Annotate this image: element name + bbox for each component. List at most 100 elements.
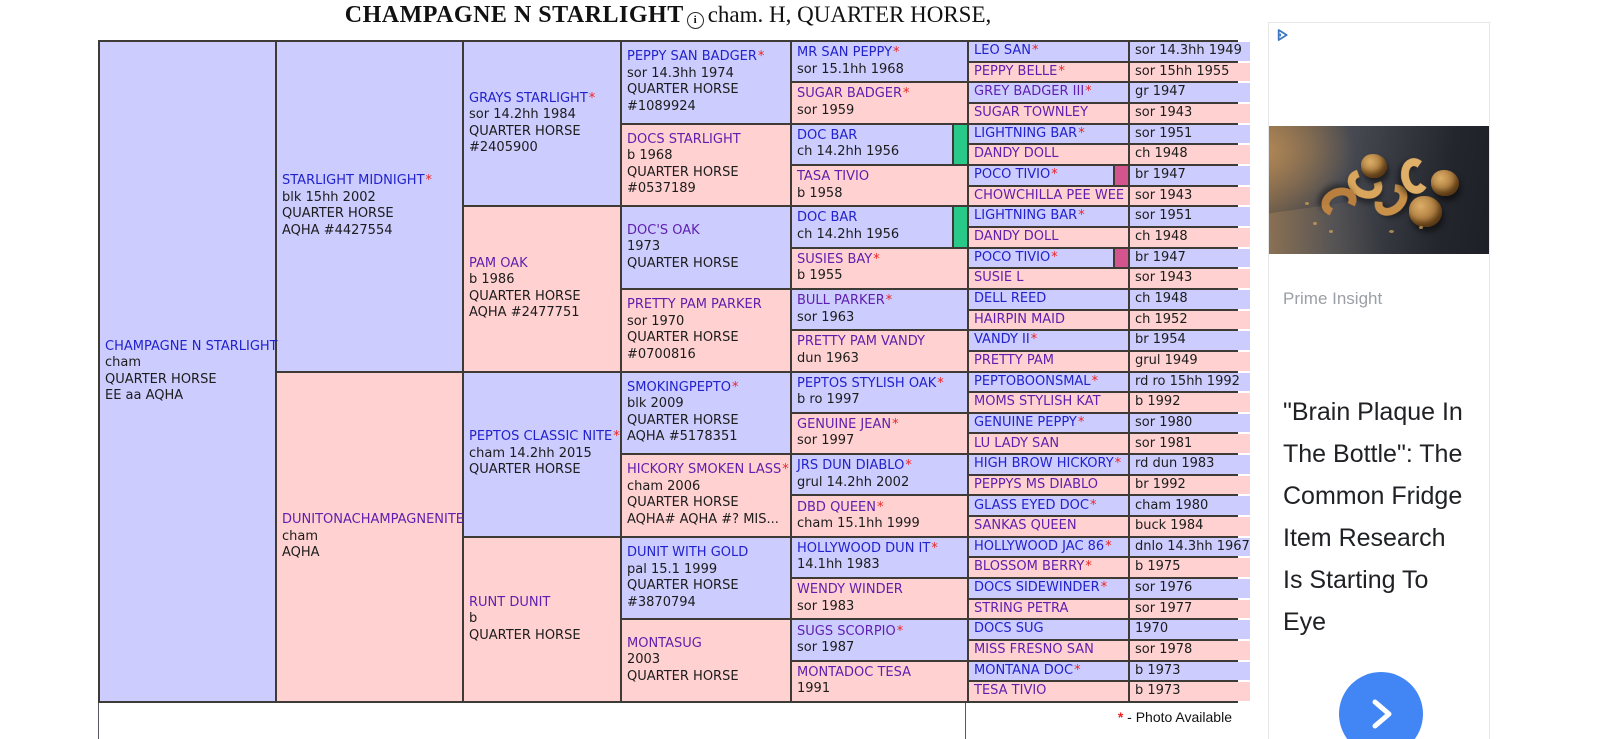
pedigree-cell-gen1: CHAMPAGNE N STARLIGHT cham QUARTER HORSE EE… (100, 42, 278, 701)
horse-name-link[interactable]: LIGHTNING BAR (974, 125, 1078, 141)
horse-name-link[interactable]: PRETTY PAM PARKER (627, 297, 762, 313)
horse-name-link[interactable]: TESA TIVIO (974, 683, 1047, 699)
horse-name-link[interactable]: MONTANA DOC (974, 662, 1074, 678)
horse-detail-line: b ro 1997 (797, 392, 860, 408)
horse-name-link[interactable]: GREY BADGER III (974, 84, 1085, 100)
horse-detail-line: QUARTER HORSE (282, 206, 394, 222)
horse-name-link[interactable]: SMOKINGPEPTO (627, 379, 731, 395)
horse-name-link[interactable]: DUNIT WITH GOLD (627, 545, 749, 561)
duplicate-ancestor-marker-green (952, 124, 967, 164)
horse-name-link[interactable]: POCO TIVIO (974, 249, 1051, 265)
horse-name-link[interactable]: SUGAR TOWNLEY (974, 105, 1089, 121)
photo-available-star: * (873, 251, 880, 267)
horse-name-link[interactable]: BULL PARKER (797, 293, 885, 309)
horse-name-link[interactable]: WENDY WINDER (797, 582, 903, 598)
horse-name-link[interactable]: BLOSSOM BERRY (974, 559, 1085, 575)
horse-name-link[interactable]: DOC BAR (797, 127, 858, 143)
pedigree-cell-gen5: SUGAR BADGER* sor 1959 (792, 83, 967, 123)
horse-name-link[interactable]: VANDY II (974, 332, 1030, 348)
horse-name-link[interactable]: MR SAN PEPPY (797, 45, 893, 61)
pedigree-cell-gen6: PRETTY PAM (969, 351, 1128, 371)
duplicate-ancestor-marker-green (952, 207, 967, 247)
horse-name-link[interactable]: PEPPY SAN BADGER (627, 49, 757, 65)
horse-title-suffix: cham. H, QUARTER HORSE, (707, 2, 992, 27)
ad-image-nuts[interactable] (1269, 126, 1489, 254)
photo-available-star: * (893, 45, 900, 61)
photo-available-star: * (1078, 125, 1085, 141)
horse-name-link[interactable]: TASA TIVIO (797, 169, 870, 185)
horse-detail-line: AQHA (282, 545, 320, 560)
horse-name-link[interactable]: GLASS EYED DOC (974, 497, 1089, 513)
horse-name-link[interactable]: RUNT DUNIT (469, 594, 551, 610)
horse-name-link[interactable]: DOCS SUG (974, 621, 1044, 637)
horse-name-link[interactable]: DOC'S OAK (627, 222, 700, 238)
pedigree-cell-gen6: PEPPY BELLE* (969, 62, 1128, 82)
horse-name-link[interactable]: CHAMPAGNE N STARLIGHT (105, 338, 278, 354)
horse-info-cell: sor 1980 (1130, 413, 1250, 433)
ad-cta-button[interactable] (1339, 672, 1423, 739)
horse-name-link[interactable]: GENUINE JEAN (797, 416, 892, 432)
horse-name-link[interactable]: DOCS STARLIGHT (627, 131, 741, 147)
horse-name-link[interactable]: MOMS STYLISH KAT (974, 394, 1101, 410)
pedigree-cell-gen4: DUNIT WITH GOLD pal 15.1 1999 QUARTER HORS… (622, 537, 790, 619)
pedigree-cell-gen5: DBD QUEEN* cham 15.1hh 1999 (792, 496, 967, 536)
horse-name-link[interactable]: DOC BAR (797, 210, 858, 226)
horse-name-link[interactable]: SANKAS QUEEN (974, 518, 1077, 534)
horse-name-link[interactable]: PEPTOS CLASSIC NITE (469, 429, 613, 445)
horse-detail-line: cham 15.1hh 1999 (797, 516, 920, 532)
horse-name-link[interactable]: JRS DUN DIABLO (797, 458, 905, 474)
horse-name-link[interactable]: SUSIE L (974, 270, 1024, 286)
horse-name-link[interactable]: DBD QUEEN (797, 499, 876, 515)
pedigree-cell-gen4: SMOKINGPEPTO* blk 2009 QUARTER HORSE AQHA #… (622, 372, 790, 454)
horse-name-link[interactable]: HIGH BROW HICKORY (974, 456, 1114, 472)
horse-name-link[interactable]: HOLLYWOOD JAC 86 (974, 538, 1105, 554)
horse-name-link[interactable]: GENUINE PEPPY (974, 414, 1077, 430)
horse-name-link[interactable]: PEPPY BELLE (974, 63, 1058, 79)
horse-detail-line: QUARTER HORSE (627, 578, 739, 594)
horse-name-link[interactable]: LU LADY SAN (974, 435, 1060, 451)
horse-name-link[interactable]: PRETTY PAM (974, 352, 1054, 368)
horse-name-link[interactable]: LEO SAN (974, 43, 1031, 59)
horse-info-text: dnlo 14.3hh 1967 (1135, 538, 1250, 554)
horse-info-cell: rd ro 15hh 1992 (1130, 372, 1250, 392)
horse-name-link[interactable]: CHOWCHILLA PEE WEE (974, 187, 1125, 203)
horse-name-link[interactable]: DELL REED (974, 290, 1047, 306)
horse-name-link[interactable]: POCO TIVIO (974, 167, 1051, 183)
pedigree-cell-gen6: MONTANA DOC* (969, 661, 1128, 681)
horse-name-link[interactable]: HICKORY SMOKEN LASS (627, 462, 782, 478)
horse-name-link[interactable]: PEPTOBOONSMAL (974, 373, 1091, 389)
horse-name-link[interactable]: PRETTY PAM VANDY (797, 334, 925, 350)
horse-detail-line: ch 14.2hh 1956 (797, 226, 900, 242)
horse-detail-line: blk 15hh 2002 (282, 189, 376, 205)
horse-name-link[interactable]: STARLIGHT MIDNIGHT (282, 173, 425, 189)
horse-info-cell: sor 1943 (1130, 186, 1250, 206)
horse-name-link[interactable]: HAIRPIN MAID (974, 311, 1066, 327)
horse-name-link[interactable]: SUGS SCORPIO (797, 623, 896, 639)
horse-name-link[interactable]: HOLLYWOOD DUN IT (797, 540, 931, 556)
adchoices-icon[interactable] (1274, 27, 1290, 43)
horse-info-text: br 1954 (1135, 332, 1186, 348)
horse-info-text: br 1947 (1135, 249, 1186, 265)
horse-name-link[interactable]: MONTADOC TESA (797, 664, 911, 680)
horse-detail-line: QUARTER HORSE (469, 462, 581, 478)
horse-name-link[interactable]: DOCS SIDEWINDER (974, 580, 1100, 596)
horse-name-link[interactable]: LIGHTNING BAR (974, 208, 1078, 224)
horse-name-link[interactable]: SUSIES BAY (797, 251, 873, 267)
horse-name-link[interactable]: GRAYS STARLIGHT (469, 90, 588, 106)
horse-name-link[interactable]: SUGAR BADGER (797, 86, 903, 102)
pedigree-cell-gen6: HAIRPIN MAID (969, 310, 1128, 330)
horse-name-link[interactable]: DANDY DOLL (974, 146, 1059, 162)
horse-name-link[interactable]: PAM OAK (469, 255, 528, 271)
info-icon[interactable]: i (686, 12, 704, 29)
ad-headline[interactable]: "Brain Plaque In The Bottle": The Common… (1283, 398, 1463, 636)
horse-detail-line: sor 1959 (797, 102, 855, 118)
horse-name-link[interactable]: MISS FRESNO SAN (974, 642, 1094, 658)
horse-name-link[interactable]: DUNITONACHAMPAGNENITE (282, 512, 465, 527)
pedigree-cell-gen6: LU LADY SAN (969, 434, 1128, 454)
horse-name-link[interactable]: PEPTOS STYLISH OAK (797, 375, 937, 391)
footer-box (98, 703, 966, 739)
horse-name-link[interactable]: MONTASUG (627, 635, 702, 651)
horse-name-link[interactable]: PEPPYS MS DIABLO (974, 476, 1099, 492)
horse-name-link[interactable]: DANDY DOLL (974, 228, 1059, 244)
horse-name-link[interactable]: STRING PETRA (974, 600, 1069, 616)
